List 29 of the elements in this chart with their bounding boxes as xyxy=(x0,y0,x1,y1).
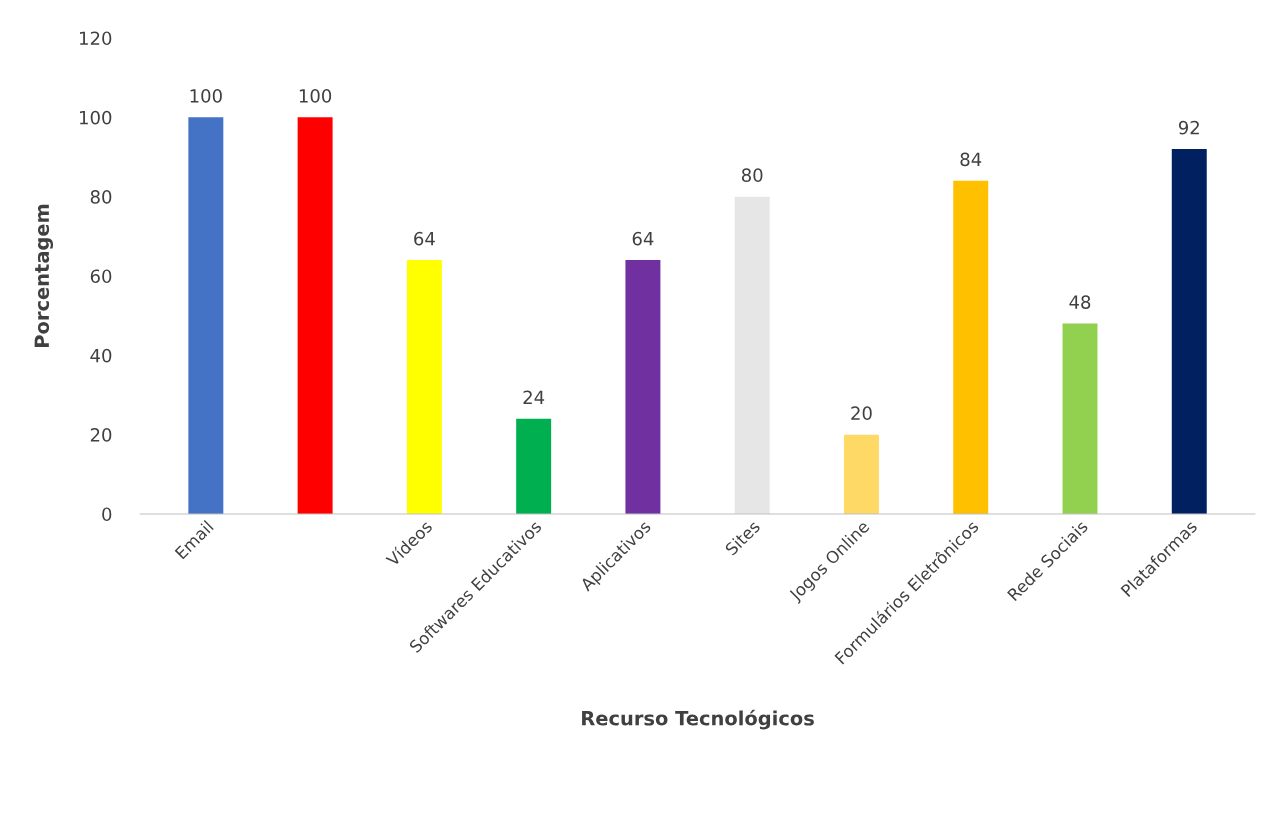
bar xyxy=(734,196,770,514)
bar xyxy=(188,117,224,514)
data-label: 84 xyxy=(960,152,982,167)
x-axis-title: Recurso Tecnológicos xyxy=(582,709,814,730)
data-label: 20 xyxy=(851,406,872,421)
data-label: 80 xyxy=(741,168,763,183)
bar xyxy=(1171,149,1207,514)
bar xyxy=(406,260,442,514)
data-label: 100 xyxy=(299,89,332,103)
y-tick-label: 80 xyxy=(90,190,112,204)
data-label: 48 xyxy=(1069,295,1091,309)
bar xyxy=(1062,323,1098,514)
bar xyxy=(516,418,552,514)
bar xyxy=(625,260,661,514)
y-tick-label: 0 xyxy=(102,507,112,522)
bar xyxy=(953,180,989,514)
y-tick-label: 60 xyxy=(90,269,112,284)
data-label: 24 xyxy=(523,390,545,404)
y-tick-label: 20 xyxy=(90,428,112,442)
data-label: 64 xyxy=(414,231,435,246)
data-label: 64 xyxy=(632,231,654,246)
y-tick-label: 100 xyxy=(80,110,112,125)
y-axis-title: Porcentagem xyxy=(34,204,54,347)
y-tick-label: 40 xyxy=(90,348,112,363)
data-label: 100 xyxy=(190,89,222,103)
data-label: 92 xyxy=(1178,120,1199,135)
bar xyxy=(297,117,333,514)
y-tick-label: 120 xyxy=(80,31,112,46)
bar xyxy=(843,434,879,514)
